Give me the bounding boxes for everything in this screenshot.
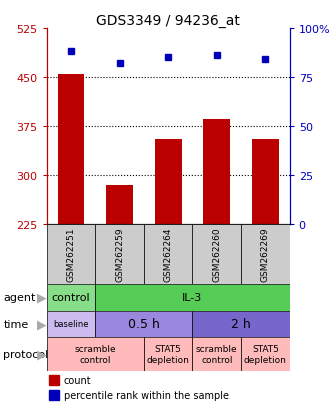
Bar — [144, 224, 192, 285]
Bar — [203, 120, 230, 224]
Bar — [47, 224, 95, 285]
Text: 2 h: 2 h — [231, 318, 251, 330]
Text: scramble
control: scramble control — [196, 344, 237, 364]
Text: 0.5 h: 0.5 h — [128, 318, 160, 330]
Text: STAT5
depletion: STAT5 depletion — [147, 344, 189, 364]
Bar — [241, 224, 290, 285]
Bar — [192, 224, 241, 285]
Text: GSM262260: GSM262260 — [212, 227, 221, 282]
Bar — [47, 285, 95, 311]
Text: scramble
control: scramble control — [75, 344, 116, 364]
Text: time: time — [3, 319, 29, 329]
Bar — [144, 337, 192, 371]
Text: GSM262251: GSM262251 — [66, 227, 76, 282]
Text: GSM262269: GSM262269 — [261, 227, 270, 282]
Bar — [192, 337, 241, 371]
Text: STAT5
depletion: STAT5 depletion — [244, 344, 287, 364]
Text: baseline: baseline — [53, 319, 89, 328]
Bar — [241, 337, 290, 371]
Text: GSM262264: GSM262264 — [164, 227, 173, 282]
Bar — [58, 74, 84, 224]
Title: GDS3349 / 94236_at: GDS3349 / 94236_at — [96, 14, 240, 28]
Text: ▶: ▶ — [37, 318, 46, 330]
Bar — [155, 140, 181, 224]
Text: percentile rank within the sample: percentile rank within the sample — [64, 390, 229, 400]
Text: IL-3: IL-3 — [182, 293, 202, 303]
Bar — [95, 285, 290, 311]
Text: count: count — [64, 375, 91, 385]
Bar — [106, 185, 133, 224]
Text: GSM262259: GSM262259 — [115, 227, 124, 282]
Bar — [252, 140, 279, 224]
Text: control: control — [52, 293, 90, 303]
Bar — [47, 311, 95, 337]
Text: ▶: ▶ — [37, 347, 46, 361]
Text: agent: agent — [3, 293, 36, 303]
Bar — [192, 311, 290, 337]
Text: protocol: protocol — [3, 349, 49, 359]
Bar — [95, 224, 144, 285]
Text: ▶: ▶ — [37, 291, 46, 304]
Bar — [47, 337, 144, 371]
Bar — [95, 311, 192, 337]
